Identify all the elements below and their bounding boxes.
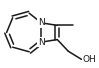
Text: N: N: [38, 18, 45, 27]
Text: N: N: [38, 38, 45, 47]
Text: OH: OH: [83, 55, 96, 64]
